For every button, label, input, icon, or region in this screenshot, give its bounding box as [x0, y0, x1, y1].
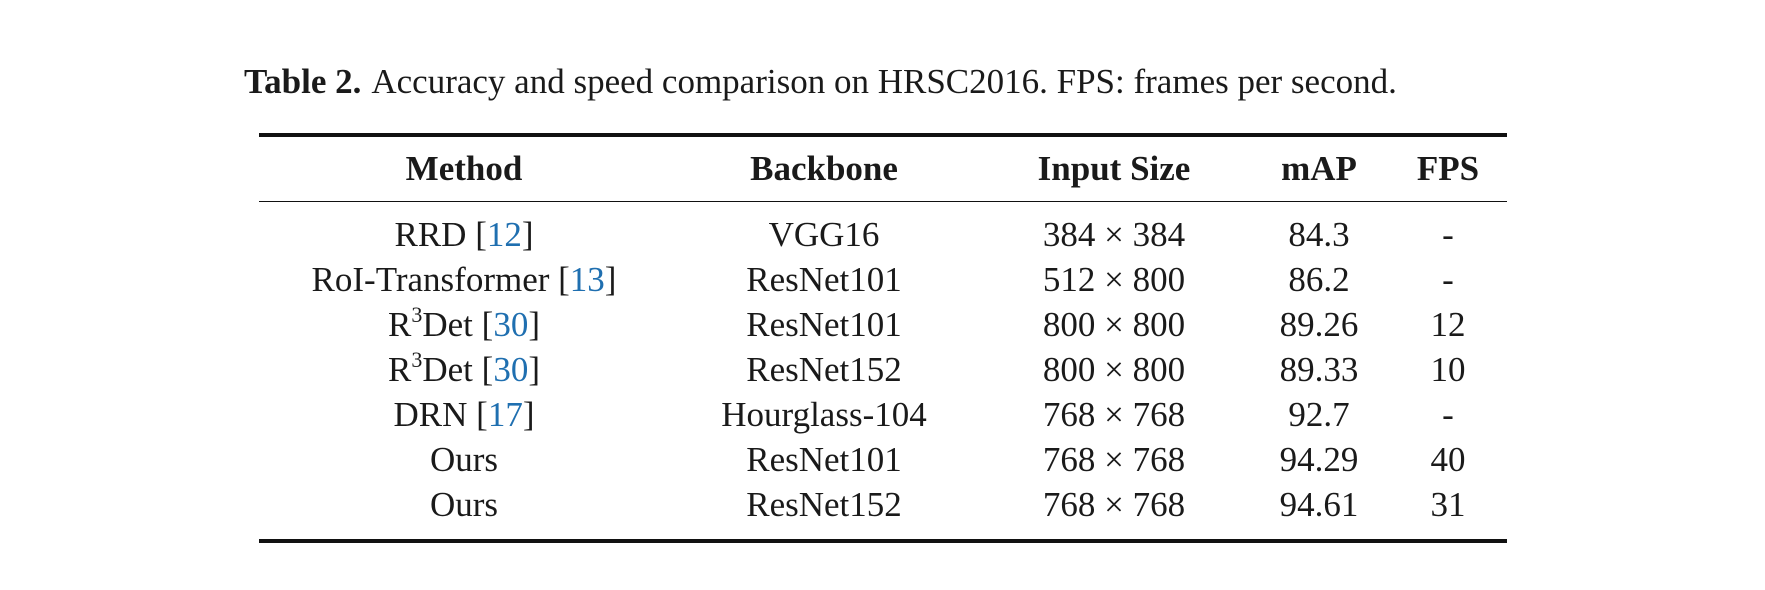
cell-fps: 12 [1430, 304, 1466, 344]
header-backbone: Backbone [750, 149, 898, 188]
cell-map: 86.2 [1288, 259, 1350, 299]
table-row: DRN [17] Hourglass-104 768 × 768 92.7 - [259, 392, 1507, 437]
caption-label: Table 2. [244, 62, 362, 101]
results-table-container: Method Backbone Input Size mAP FPS RRD [… [259, 133, 1507, 543]
cell-fps: - [1442, 259, 1454, 299]
cell-input-size: 768 × 768 [1042, 484, 1186, 524]
method-superscript: 3 [411, 346, 423, 372]
cell-fps: 31 [1430, 484, 1466, 524]
table-row: RoI-Transformer [13] ResNet101 512 × 800 86… [259, 257, 1507, 302]
cell-fps: - [1442, 394, 1454, 434]
cell-fps: 10 [1430, 349, 1466, 389]
cell-input-size: 768 × 768 [1042, 439, 1186, 479]
cell-fps: 40 [1430, 439, 1466, 479]
caption-text: Accuracy and speed comparison on HRSC201… [371, 62, 1397, 101]
table-row: Ours ResNet152 768 × 768 94.61 31 [259, 482, 1507, 541]
cell-map: 84.3 [1288, 214, 1350, 254]
method-name: DRN [393, 394, 468, 434]
citation-link[interactable]: 17 [487, 394, 523, 434]
table-body: RRD [12] VGG16 384 × 384 84.3- RoI-Transform… [259, 202, 1507, 541]
cell-fps: - [1442, 214, 1454, 254]
table-row: R3Det [30] ResNet152 800 × 800 89.33 10 [259, 347, 1507, 392]
cell-method: R3Det [30] [388, 301, 540, 344]
cell-backbone: ResNet101 [746, 304, 902, 344]
method-name: Ours [429, 439, 499, 479]
method-name: R [388, 349, 412, 389]
method-name: R [388, 304, 412, 344]
table-row: R3Det [30] ResNet101 800 × 800 89.26 12 [259, 302, 1507, 347]
cell-input-size: 800 × 800 [1042, 349, 1186, 389]
citation-link[interactable]: 12 [486, 214, 522, 254]
cell-method: Ours [259, 437, 669, 482]
cell-backbone: ResNet101 [746, 439, 902, 479]
method-name-rest: Det [422, 349, 473, 389]
header-input-size: Input Size [1037, 149, 1191, 188]
cell-map: 89.26 [1279, 304, 1359, 344]
cell-input-size: 512 × 800 [1042, 259, 1186, 299]
header-map: mAP [1281, 149, 1357, 188]
table-row: Ours ResNet101 768 × 768 94.29 40 [259, 437, 1507, 482]
method-name: RoI-Transformer [311, 259, 550, 299]
citation-link[interactable]: 30 [493, 349, 529, 389]
cell-backbone: ResNet152 [746, 349, 902, 389]
method-name: RRD [394, 214, 467, 254]
citation-link[interactable]: 30 [493, 304, 529, 344]
method-name-rest: Det [422, 304, 473, 344]
cell-input-size: 768 × 768 [1042, 394, 1186, 434]
cell-backbone: ResNet101 [746, 259, 902, 299]
table-header-row: Method Backbone Input Size mAP FPS [259, 135, 1507, 202]
cell-method: Ours [259, 482, 669, 541]
cell-map: 89.33 [1279, 349, 1359, 389]
cell-method: R3Det [30] [388, 346, 540, 389]
header-fps: FPS [1416, 149, 1480, 188]
cell-backbone: ResNet152 [746, 484, 902, 524]
results-table: Method Backbone Input Size mAP FPS RRD [… [259, 133, 1507, 543]
cell-map: 94.29 [1279, 439, 1359, 479]
method-superscript: 3 [411, 301, 423, 327]
cell-input-size: 800 × 800 [1042, 304, 1186, 344]
cell-method: DRN [17] [393, 394, 535, 434]
citation-link[interactable]: 13 [569, 259, 605, 299]
table-caption: Table 2. Accuracy and speed comparison on… [244, 62, 1397, 102]
cell-map: 92.7 [1288, 394, 1350, 434]
cell-input-size: 384 × 384 [1042, 214, 1186, 254]
header-method: Method [405, 149, 523, 188]
method-name: Ours [429, 484, 499, 524]
cell-map: 94.61 [1279, 484, 1359, 524]
cell-method: RoI-Transformer [13] [311, 259, 617, 299]
cell-method: RRD [12] [394, 214, 534, 254]
cell-backbone: VGG16 [768, 214, 880, 254]
table-row: RRD [12] VGG16 384 × 384 84.3 - [259, 202, 1507, 258]
cell-backbone: Hourglass-104 [721, 394, 927, 434]
